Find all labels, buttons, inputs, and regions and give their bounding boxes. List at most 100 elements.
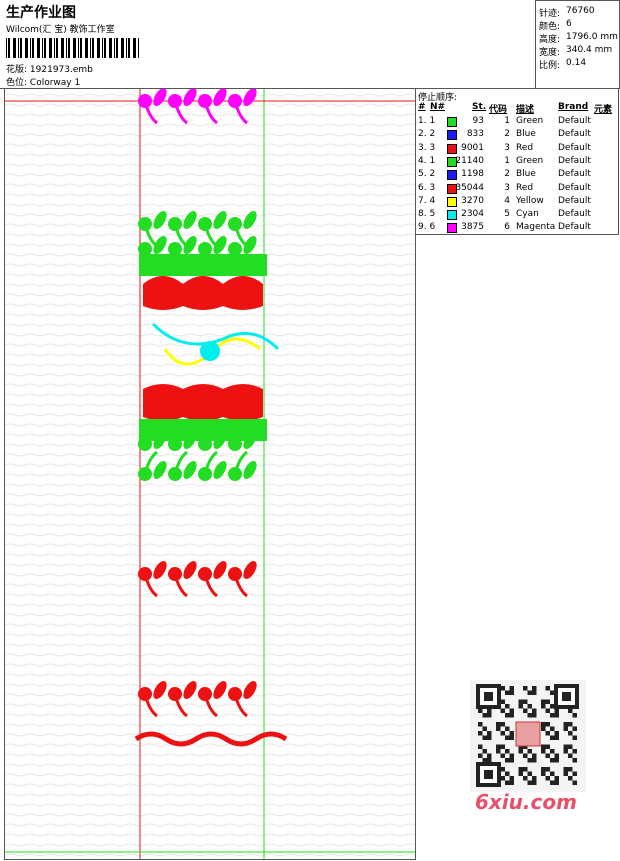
leaf (213, 210, 227, 230)
leaf (243, 680, 257, 700)
texture (5, 123, 415, 127)
texture (5, 503, 415, 507)
qr-dot (568, 722, 573, 727)
qr-dot (568, 767, 573, 772)
texture (5, 533, 415, 537)
qr-dot (563, 771, 568, 776)
code: 3 (504, 182, 510, 193)
qr-dot (518, 771, 523, 776)
bar (6, 38, 7, 58)
qr-dot (572, 758, 577, 763)
qr-dot (478, 708, 483, 713)
qr-dot (545, 686, 550, 691)
bar (102, 38, 103, 58)
bar (61, 38, 64, 58)
qr-dot (496, 749, 501, 754)
qr-dot (554, 735, 559, 740)
qr-dot (572, 726, 577, 731)
row-no: 6. 3 (418, 182, 436, 193)
qr-code (470, 680, 586, 792)
qr-dot (500, 708, 505, 713)
bar (68, 38, 70, 58)
stitches: 3270 (461, 195, 484, 206)
qr-dot (527, 704, 532, 709)
qr-dot (509, 708, 514, 713)
qr-dot (478, 753, 483, 758)
row-no: 3. 3 (418, 142, 436, 153)
bar (73, 38, 76, 58)
leaf (243, 210, 257, 230)
texture (5, 363, 415, 367)
qr-dot (505, 726, 510, 731)
qr-dot (541, 726, 546, 731)
qr-dot (509, 753, 514, 758)
stitches: 3875 (461, 222, 484, 233)
bar (126, 38, 127, 58)
texture (5, 233, 415, 237)
qr-dot (505, 758, 510, 763)
bar (90, 38, 91, 58)
value: Colorway 1 (29, 78, 81, 88)
band (139, 419, 267, 441)
qr-dot (532, 780, 537, 785)
brand: Default (558, 142, 591, 153)
swatch (447, 223, 457, 234)
title: 生产作业图 (6, 5, 76, 21)
texture (5, 493, 415, 497)
qr-dot (527, 780, 532, 785)
texture (5, 173, 415, 177)
qr-dot (545, 722, 550, 727)
qr-dot (554, 731, 559, 736)
row-no: 7. 4 (418, 195, 436, 206)
qr-dot (527, 771, 532, 776)
leaf (183, 560, 197, 580)
qr-dot (478, 722, 483, 727)
qr-dot (505, 735, 510, 740)
qr-dot (518, 767, 523, 772)
bar (121, 38, 124, 58)
qr-dot (496, 722, 501, 727)
brand: Default (558, 129, 591, 140)
band (143, 384, 263, 421)
barcode (6, 38, 139, 58)
qr-dot (554, 780, 559, 785)
qr-dot (545, 753, 550, 758)
column-header: St. (472, 102, 487, 112)
qr-dot (563, 744, 568, 749)
qr-dot (568, 731, 573, 736)
qr-dot (518, 749, 523, 754)
qr-dot (545, 708, 550, 713)
qr-dot (572, 713, 577, 718)
brand: Default (558, 155, 591, 166)
info-label: 比例: (539, 61, 561, 71)
texture (5, 823, 415, 827)
leaf (153, 680, 167, 700)
brand: Default (558, 222, 591, 233)
stem (143, 450, 158, 475)
texture (5, 583, 415, 587)
stem (203, 693, 218, 718)
qr-dot (541, 699, 546, 704)
qr-dot (572, 780, 577, 785)
stem (173, 100, 188, 125)
qr-dot (532, 758, 537, 763)
qr-dot (487, 758, 492, 763)
stem (203, 573, 218, 598)
qr-dot (518, 744, 523, 749)
texture (5, 313, 415, 317)
texture (5, 763, 415, 767)
swatch (447, 210, 457, 221)
qr-dot (572, 735, 577, 740)
qr-dot (550, 735, 555, 740)
bar (37, 38, 40, 58)
texture (5, 543, 415, 547)
bar (49, 38, 52, 58)
qr-dot (518, 704, 523, 709)
leaf (153, 210, 167, 230)
bar (138, 38, 139, 58)
qr-dot (541, 771, 546, 776)
stem (233, 573, 248, 598)
subtitle: Wilcom(汇 宝) 教饰工作室 (6, 25, 115, 35)
qr-dot (505, 713, 510, 718)
leaf (243, 560, 257, 580)
